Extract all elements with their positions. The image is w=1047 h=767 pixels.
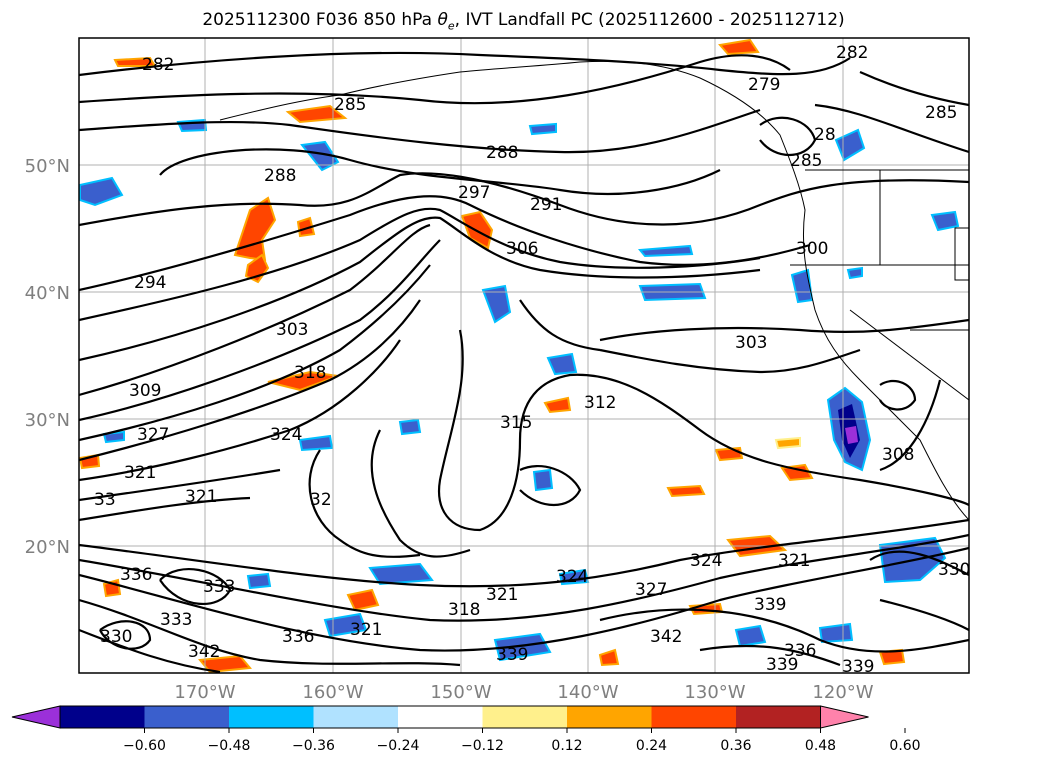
contour-label: 330	[938, 560, 970, 580]
contour-label: 324	[270, 425, 302, 445]
contour-label: 282	[142, 55, 174, 75]
colorbar-extend-low	[11, 705, 61, 729]
colorbar-tick-label: −0.36	[292, 738, 335, 754]
colorbar-tick-label: 0.48	[805, 738, 836, 754]
map-title: 2025112300 F036 850 hPa θe, IVT Landfall…	[0, 10, 1047, 32]
contour-label: 336	[282, 627, 314, 647]
contour-label: 279	[748, 75, 780, 95]
theta-e-contours	[79, 51, 969, 673]
colorbar-tick-label: 0.24	[636, 738, 667, 754]
colorbar-extend-high	[820, 705, 869, 729]
colorbar-tick-label: 0.60	[889, 738, 920, 754]
contour-label: 333	[160, 610, 192, 630]
contour-label: 306	[506, 239, 538, 259]
lon-label: 150°W	[430, 682, 491, 703]
colorbar-tick-label: −0.48	[208, 738, 251, 754]
map-background	[79, 38, 969, 673]
lon-label: 130°W	[684, 682, 745, 703]
contour-label: 318	[448, 600, 480, 620]
contour-label: 285	[790, 151, 822, 171]
colorbar-tick-label: 0.36	[720, 738, 751, 754]
contour-label: 303	[276, 320, 308, 340]
gridlines	[79, 38, 969, 673]
colorbar-outline	[59, 705, 821, 729]
contour-label: 321	[124, 463, 156, 483]
contour-label: 282	[836, 43, 868, 63]
latitude-labels: 50°N 40°N 30°N 20°N	[25, 156, 70, 558]
colorbar-segment	[736, 706, 821, 728]
colorbar-segment	[313, 706, 398, 728]
contour-label: 339	[766, 655, 798, 675]
contour-label: 330	[100, 627, 132, 647]
colorbar-tick-label: −0.12	[461, 738, 504, 754]
contour-label: 321	[778, 551, 810, 571]
contour-label: 318	[294, 363, 326, 383]
contour-label: 285	[925, 103, 957, 123]
contour-label: 327	[137, 425, 169, 445]
coastlines	[219, 60, 969, 521]
lat-label: 30°N	[25, 410, 70, 431]
contour-label: 303	[735, 333, 767, 353]
contour-label: 342	[650, 627, 682, 647]
contour-label: 327	[635, 580, 667, 600]
contour-label: 294	[134, 273, 166, 293]
colorbar-tick-label: −0.24	[377, 738, 420, 754]
colorbar-segment	[60, 706, 145, 728]
colorbar-tick-label: −0.60	[123, 738, 166, 754]
title-sub: e	[447, 19, 455, 33]
contour-label: 336	[784, 641, 816, 661]
lat-label: 40°N	[25, 283, 70, 304]
contour-label: 339	[842, 657, 874, 677]
contour-label: 28	[814, 125, 836, 145]
contour-label: 333	[203, 577, 235, 597]
contour-labels: 282 282 279 285 285 288 288 28 285 297 2…	[94, 43, 970, 677]
lon-label: 170°W	[174, 682, 235, 703]
colorbar-segment	[144, 706, 229, 728]
colorbar-tick-label: 0.12	[551, 738, 582, 754]
title-rest: , IVT Landfall PC (2025112600 - 20251127…	[454, 10, 845, 30]
colorbar-segment	[482, 706, 567, 728]
contour-label: 321	[350, 620, 382, 640]
contour-label: 291	[530, 195, 562, 215]
title-main: 2025112300 F036 850 hPa	[202, 10, 438, 30]
contour-label: 342	[188, 642, 220, 662]
lon-label: 160°W	[302, 682, 363, 703]
contour-label: 339	[754, 595, 786, 615]
lat-label: 50°N	[25, 156, 70, 177]
contour-label: 308	[882, 445, 914, 465]
contour-label: 309	[129, 381, 161, 401]
colorbar-segment	[398, 706, 483, 728]
contour-label: 336	[120, 565, 152, 585]
contour-label: 324	[690, 551, 722, 571]
lon-label: 120°W	[812, 682, 873, 703]
contour-label: 312	[584, 393, 616, 413]
contour-label: 324	[556, 567, 588, 587]
contour-label: 297	[458, 183, 490, 203]
map-frame	[78, 37, 970, 674]
colorbar-segment	[567, 706, 652, 728]
contour-label: 288	[264, 166, 296, 186]
contour-label: 285	[334, 95, 366, 115]
title-theta: θ	[437, 10, 448, 30]
contour-label: 321	[185, 487, 217, 507]
contour-label: 339	[496, 645, 528, 665]
contour-label: 300	[796, 239, 828, 259]
longitude-labels: 170°W 160°W 150°W 140°W 130°W 120°W	[174, 682, 873, 703]
contour-label: 315	[500, 413, 532, 433]
contour-label: 32	[310, 490, 332, 510]
colorbar: −0.60 −0.48 −0.36 −0.24 −0.12 0.12 0.24 0.36 0.4…	[11, 705, 921, 754]
contour-label: 288	[486, 143, 518, 163]
contour-label: 321	[486, 585, 518, 605]
colorbar-segment	[651, 706, 736, 728]
colorbar-segment	[229, 706, 314, 728]
contour-label: 33	[94, 490, 116, 510]
lon-label: 140°W	[557, 682, 618, 703]
lat-label: 20°N	[25, 537, 70, 558]
